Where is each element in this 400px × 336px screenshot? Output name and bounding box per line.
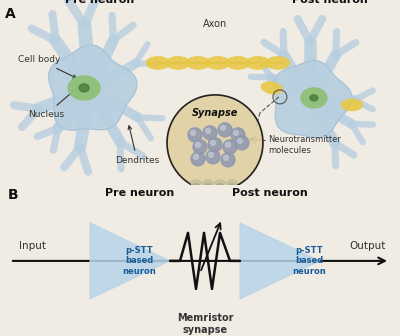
- Text: Synapse: Synapse: [192, 108, 238, 118]
- Circle shape: [234, 130, 238, 135]
- Circle shape: [231, 128, 245, 142]
- Text: Neurotransmitter
molecules: Neurotransmitter molecules: [268, 135, 341, 155]
- Text: Ion channel: Ion channel: [0, 335, 1, 336]
- Text: A: A: [5, 7, 16, 21]
- Ellipse shape: [227, 180, 237, 186]
- Circle shape: [218, 123, 232, 137]
- Circle shape: [226, 142, 230, 148]
- Circle shape: [167, 95, 263, 191]
- Polygon shape: [274, 60, 352, 138]
- Ellipse shape: [166, 56, 190, 70]
- Circle shape: [190, 130, 196, 135]
- Ellipse shape: [192, 184, 200, 188]
- Ellipse shape: [228, 184, 236, 188]
- Ellipse shape: [310, 95, 318, 101]
- Circle shape: [203, 126, 217, 140]
- Ellipse shape: [246, 56, 270, 70]
- Circle shape: [221, 153, 235, 167]
- Ellipse shape: [79, 84, 89, 92]
- Ellipse shape: [216, 184, 224, 188]
- Circle shape: [238, 138, 242, 143]
- Circle shape: [223, 140, 237, 154]
- Ellipse shape: [204, 184, 212, 188]
- Circle shape: [224, 155, 228, 160]
- Ellipse shape: [215, 180, 225, 186]
- Circle shape: [191, 152, 205, 166]
- Text: Dendrites: Dendrites: [115, 126, 159, 165]
- Text: Pre neuron: Pre neuron: [66, 0, 135, 5]
- Ellipse shape: [206, 56, 230, 70]
- Text: p-STT
based
neuron: p-STT based neuron: [292, 246, 326, 276]
- Circle shape: [188, 128, 202, 142]
- Ellipse shape: [203, 180, 213, 186]
- Text: Axon: Axon: [203, 19, 227, 29]
- Text: B: B: [8, 188, 19, 202]
- Circle shape: [206, 128, 210, 133]
- Text: Pre neuron: Pre neuron: [105, 188, 175, 198]
- Ellipse shape: [341, 99, 363, 111]
- Circle shape: [220, 125, 226, 130]
- Ellipse shape: [301, 88, 327, 108]
- Circle shape: [235, 136, 249, 150]
- Text: Post neuron: Post neuron: [232, 188, 308, 198]
- Ellipse shape: [261, 82, 283, 94]
- Circle shape: [194, 154, 198, 159]
- Text: p-STT
based
neuron: p-STT based neuron: [122, 246, 156, 276]
- Circle shape: [208, 152, 214, 157]
- Text: Input: Input: [18, 241, 46, 251]
- Polygon shape: [240, 223, 320, 299]
- Polygon shape: [90, 223, 170, 299]
- Circle shape: [193, 140, 207, 154]
- Ellipse shape: [266, 56, 290, 70]
- Text: Output: Output: [350, 241, 386, 251]
- Circle shape: [206, 150, 220, 164]
- Polygon shape: [49, 45, 137, 130]
- Circle shape: [196, 142, 200, 148]
- Circle shape: [210, 140, 216, 145]
- Ellipse shape: [226, 56, 250, 70]
- Text: Cell body: Cell body: [18, 55, 76, 78]
- Ellipse shape: [68, 76, 100, 100]
- Ellipse shape: [186, 56, 210, 70]
- Text: Post neuron: Post neuron: [292, 0, 368, 5]
- Circle shape: [208, 138, 222, 152]
- Ellipse shape: [146, 56, 170, 70]
- Text: Nucleus: Nucleus: [28, 85, 81, 119]
- Ellipse shape: [191, 180, 201, 186]
- Text: Memristor
synapse: Memristor synapse: [177, 313, 233, 335]
